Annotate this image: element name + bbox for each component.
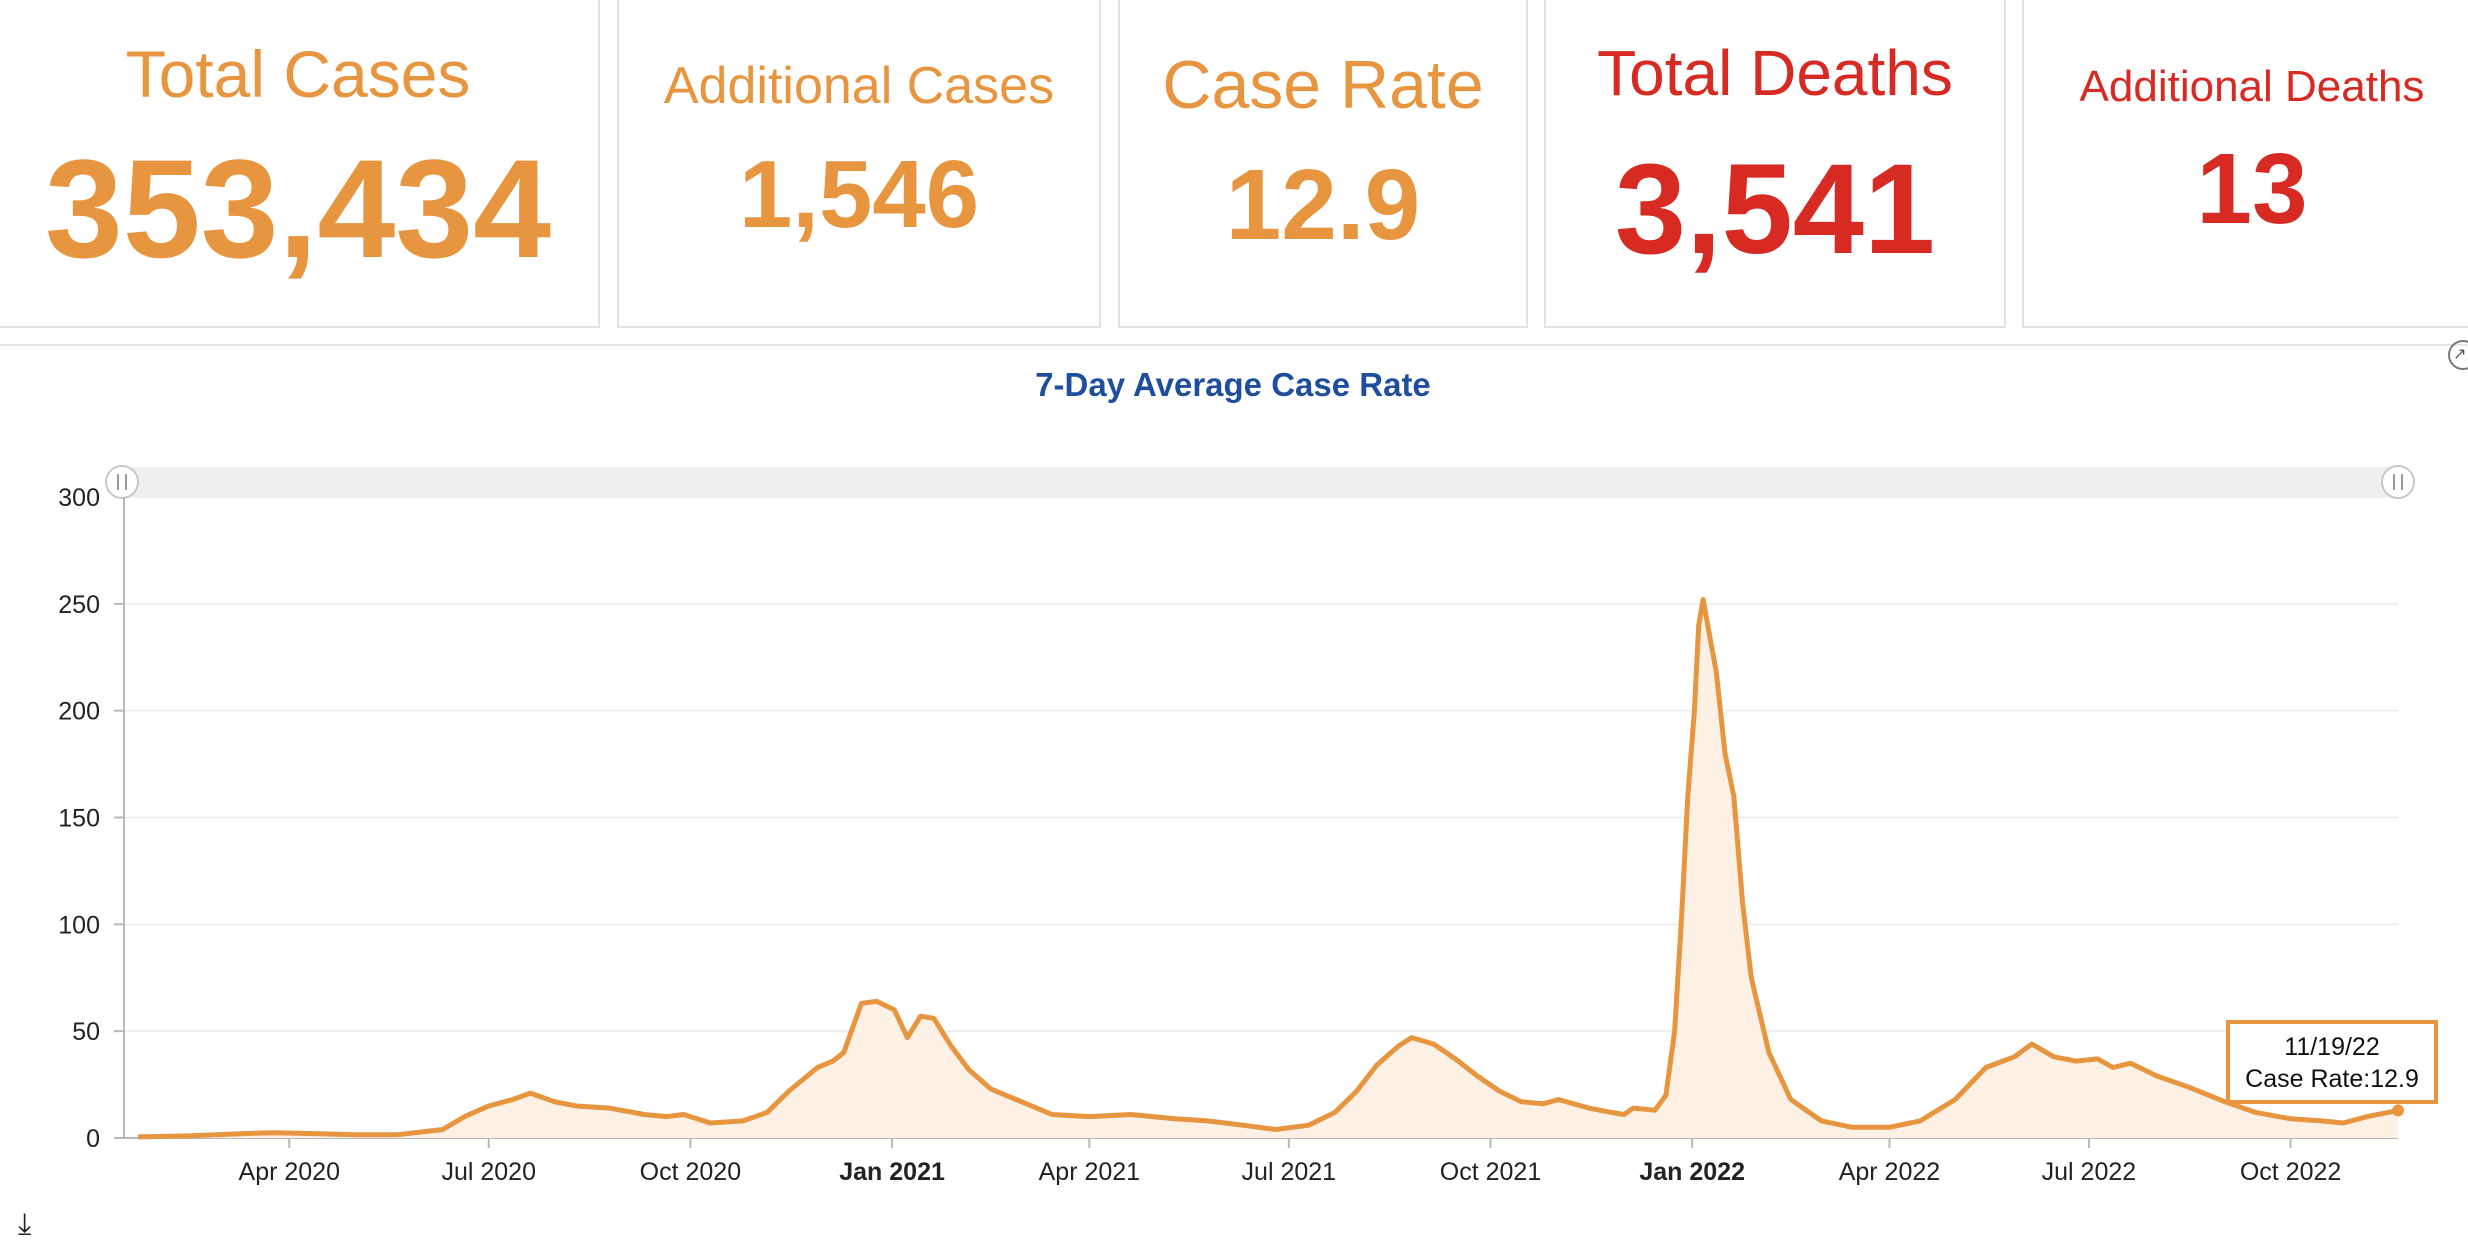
additional-cases-value: 1,546 [738,141,980,248]
total-cases-card: Total Cases 353,434 [0,0,600,328]
case-rate-title: Case Rate [1162,47,1484,123]
section-divider [0,344,2468,346]
y-tick-label: 300 [58,484,100,512]
total-cases-title: Total Cases [125,37,471,111]
last-point-marker [2392,1104,2404,1117]
x-tick-label: Oct 2022 [2240,1158,2341,1186]
range-navigator[interactable] [105,465,2415,499]
x-tick-label: Apr 2022 [1839,1158,1940,1186]
y-tick-label: 150 [58,805,100,833]
download-icon[interactable]: ⤓ [18,1208,32,1241]
total-deaths-value: 3,541 [1614,138,1936,281]
tooltip-box [2226,1020,2438,1104]
tooltip-label: Case Rate:12.9 [2245,1065,2419,1093]
x-tick-label: Apr 2020 [239,1158,340,1186]
tooltip-date: 11/19/22 [2284,1033,2379,1061]
additional-cases-card: Additional Cases 1,546 [617,0,1101,328]
total-deaths-title: Total Deaths [1597,37,1953,109]
x-tick-label: Oct 2020 [640,1158,741,1186]
x-tick-label: Apr 2021 [1039,1158,1140,1186]
case-rate-card: Case Rate 12.9 [1118,0,1528,328]
additional-deaths-value: 13 [2196,133,2308,245]
total-cases-value: 353,434 [44,130,552,287]
chart-title: 7-Day Average Case Rate [1035,366,1431,403]
additional-deaths-card: Additional Deaths 13 [2022,0,2468,328]
y-tick-label: 200 [58,698,100,726]
case-rate-line [137,597,2399,1140]
y-tick-label: 250 [58,591,100,619]
case-rate-area [138,599,2398,1138]
case-rate-chart: 7-Day Average Case Rate 0 50 100 150 200 250 3… [58,366,2438,1186]
total-deaths-card: Total Deaths 3,541 [1544,0,2006,328]
y-tick-label: 100 [58,911,100,939]
grid-lines [124,496,2398,1032]
x-tick-label: Oct 2021 [1440,1158,1541,1186]
x-tick-label: Jan 2022 [1639,1158,1745,1186]
additional-deaths-title: Additional Deaths [2079,62,2425,111]
x-tick-label: Jul 2020 [441,1158,536,1186]
y-tick-label: 0 [86,1125,100,1153]
range-handle-left[interactable] [105,465,139,499]
y-axis: 0 50 100 150 200 250 300 [58,484,124,1153]
y-tick-label: 50 [72,1018,100,1046]
additional-cases-title: Additional Cases [663,57,1055,115]
x-tick-label: Jan 2021 [839,1158,945,1186]
expand-icon[interactable]: ↗ [2448,340,2468,370]
navigator-track[interactable] [122,467,2398,497]
x-tick-label: Jul 2022 [2042,1158,2137,1186]
case-rate-value: 12.9 [1225,149,1421,261]
range-handle-right[interactable] [2381,465,2415,499]
x-axis: Apr 2020 Jul 2020 Oct 2020 Jan 2021 Apr 2021… [239,1138,2341,1186]
x-tick-label: Jul 2021 [1242,1158,1337,1186]
tooltip: 11/19/22 Case Rate:12.9 [2226,1020,2438,1104]
